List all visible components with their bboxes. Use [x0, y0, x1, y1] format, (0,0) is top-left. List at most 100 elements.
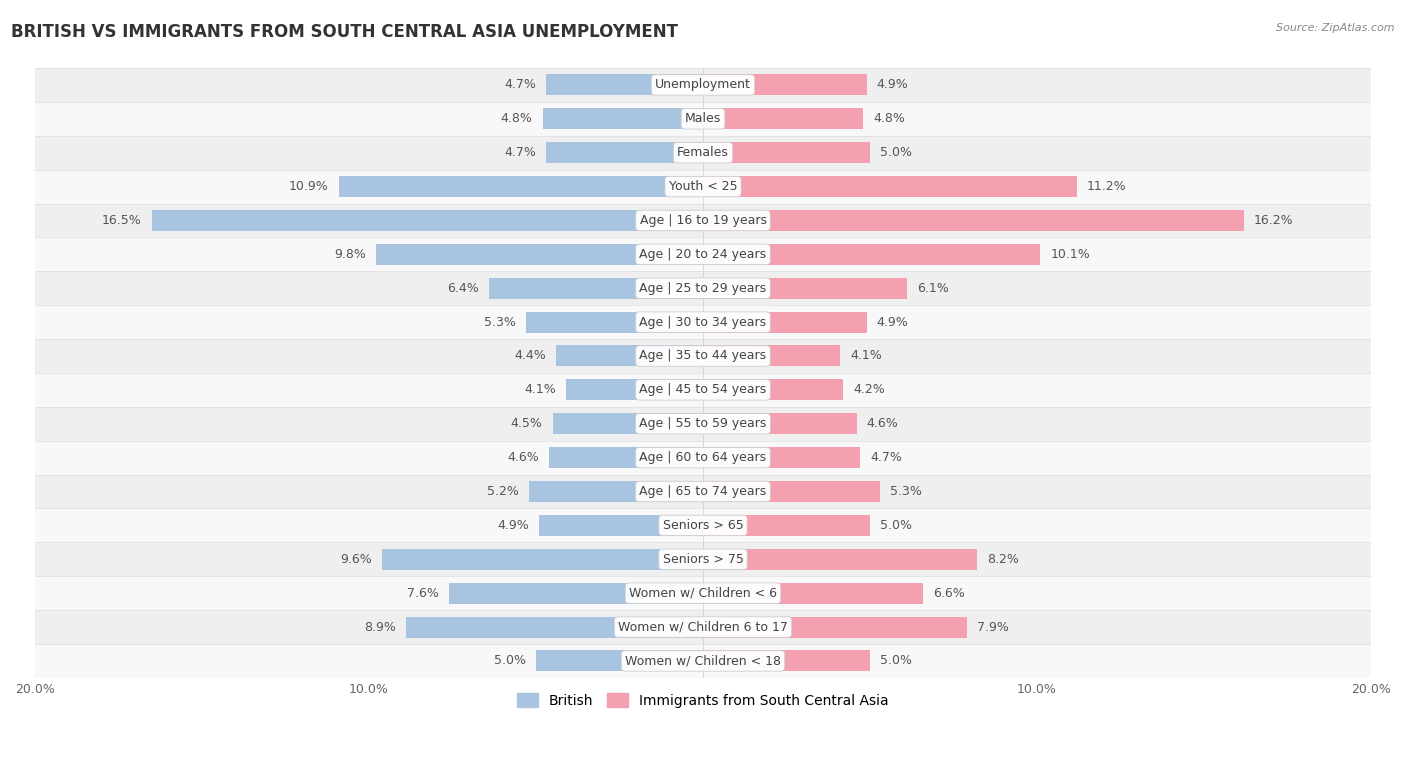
Bar [703, 244, 1040, 265]
Text: Seniors > 65: Seniors > 65 [662, 519, 744, 532]
Text: 4.6%: 4.6% [508, 451, 540, 464]
Bar [703, 142, 870, 164]
Bar [567, 379, 703, 400]
Text: 8.2%: 8.2% [987, 553, 1019, 565]
Text: 4.8%: 4.8% [873, 112, 905, 126]
Bar [703, 616, 967, 637]
Text: Source: ZipAtlas.com: Source: ZipAtlas.com [1277, 23, 1395, 33]
Bar [546, 74, 703, 95]
Text: 5.2%: 5.2% [488, 485, 519, 498]
Text: Age | 30 to 34 years: Age | 30 to 34 years [640, 316, 766, 329]
Bar [449, 583, 703, 603]
Text: 7.9%: 7.9% [977, 621, 1008, 634]
Text: 4.1%: 4.1% [851, 350, 882, 363]
Bar [536, 650, 703, 671]
Text: 4.2%: 4.2% [853, 383, 884, 397]
Bar [703, 379, 844, 400]
Text: 4.4%: 4.4% [515, 350, 546, 363]
Text: 16.2%: 16.2% [1254, 214, 1294, 227]
Text: Age | 35 to 44 years: Age | 35 to 44 years [640, 350, 766, 363]
Bar [406, 616, 703, 637]
Text: 5.0%: 5.0% [880, 519, 912, 532]
Text: 6.6%: 6.6% [934, 587, 966, 600]
Bar [35, 373, 1371, 407]
Text: 5.0%: 5.0% [494, 654, 526, 668]
Bar [703, 312, 866, 332]
Bar [35, 68, 1371, 102]
Bar [553, 413, 703, 435]
Text: Unemployment: Unemployment [655, 79, 751, 92]
Bar [703, 108, 863, 129]
Text: 4.7%: 4.7% [505, 79, 536, 92]
Text: 4.1%: 4.1% [524, 383, 555, 397]
Text: 4.5%: 4.5% [510, 417, 543, 430]
Bar [35, 644, 1371, 678]
Text: BRITISH VS IMMIGRANTS FROM SOUTH CENTRAL ASIA UNEMPLOYMENT: BRITISH VS IMMIGRANTS FROM SOUTH CENTRAL… [11, 23, 678, 41]
Text: 7.6%: 7.6% [408, 587, 439, 600]
Text: 4.7%: 4.7% [870, 451, 901, 464]
Text: 5.3%: 5.3% [890, 485, 922, 498]
Bar [543, 108, 703, 129]
Text: Age | 45 to 54 years: Age | 45 to 54 years [640, 383, 766, 397]
Bar [35, 136, 1371, 170]
Bar [555, 345, 703, 366]
Text: 4.9%: 4.9% [877, 79, 908, 92]
Text: Age | 16 to 19 years: Age | 16 to 19 years [640, 214, 766, 227]
Bar [35, 509, 1371, 542]
Bar [35, 305, 1371, 339]
Text: 9.8%: 9.8% [333, 248, 366, 261]
Legend: British, Immigrants from South Central Asia: British, Immigrants from South Central A… [512, 687, 894, 714]
Text: Women w/ Children < 18: Women w/ Children < 18 [626, 654, 780, 668]
Bar [703, 549, 977, 570]
Bar [489, 278, 703, 299]
Text: 10.9%: 10.9% [290, 180, 329, 193]
Bar [529, 481, 703, 502]
Text: 5.0%: 5.0% [880, 654, 912, 668]
Bar [703, 447, 860, 468]
Text: Age | 25 to 29 years: Age | 25 to 29 years [640, 282, 766, 294]
Bar [703, 210, 1244, 231]
Bar [703, 74, 866, 95]
Bar [35, 475, 1371, 509]
Bar [35, 339, 1371, 373]
Bar [35, 542, 1371, 576]
Bar [375, 244, 703, 265]
Text: 11.2%: 11.2% [1087, 180, 1126, 193]
Text: Seniors > 75: Seniors > 75 [662, 553, 744, 565]
Text: 10.1%: 10.1% [1050, 248, 1090, 261]
Text: Women w/ Children < 6: Women w/ Children < 6 [628, 587, 778, 600]
Bar [152, 210, 703, 231]
Bar [703, 345, 839, 366]
Text: 4.9%: 4.9% [498, 519, 529, 532]
Bar [703, 583, 924, 603]
Bar [703, 481, 880, 502]
Bar [546, 142, 703, 164]
Bar [35, 610, 1371, 644]
Bar [35, 407, 1371, 441]
Text: 4.7%: 4.7% [505, 146, 536, 159]
Bar [703, 278, 907, 299]
Text: Females: Females [678, 146, 728, 159]
Bar [35, 170, 1371, 204]
Text: Youth < 25: Youth < 25 [669, 180, 737, 193]
Text: 4.9%: 4.9% [877, 316, 908, 329]
Bar [526, 312, 703, 332]
Bar [35, 576, 1371, 610]
Text: Males: Males [685, 112, 721, 126]
Bar [35, 204, 1371, 238]
Text: 9.6%: 9.6% [340, 553, 373, 565]
Text: 16.5%: 16.5% [103, 214, 142, 227]
Text: 5.3%: 5.3% [484, 316, 516, 329]
Text: 6.4%: 6.4% [447, 282, 479, 294]
Bar [703, 176, 1077, 197]
Text: 6.1%: 6.1% [917, 282, 949, 294]
Bar [382, 549, 703, 570]
Text: Age | 55 to 59 years: Age | 55 to 59 years [640, 417, 766, 430]
Text: 5.0%: 5.0% [880, 146, 912, 159]
Bar [35, 102, 1371, 136]
Text: Women w/ Children 6 to 17: Women w/ Children 6 to 17 [619, 621, 787, 634]
Bar [550, 447, 703, 468]
Text: Age | 60 to 64 years: Age | 60 to 64 years [640, 451, 766, 464]
Text: Age | 20 to 24 years: Age | 20 to 24 years [640, 248, 766, 261]
Text: 4.6%: 4.6% [866, 417, 898, 430]
